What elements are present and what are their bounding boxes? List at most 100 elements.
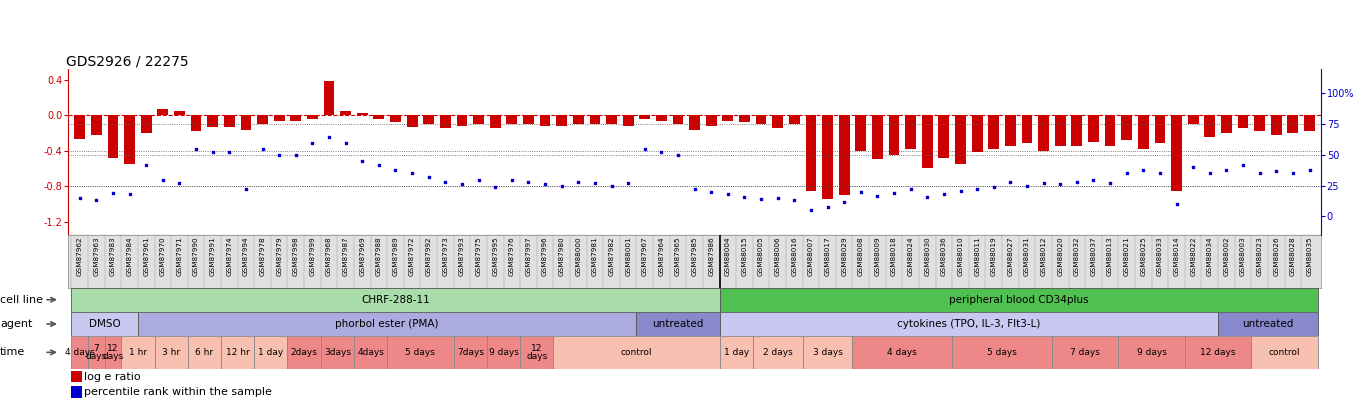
Point bbox=[335, 139, 357, 146]
Bar bbox=[71, 371, 82, 382]
Text: GSM87995: GSM87995 bbox=[492, 237, 498, 276]
Bar bbox=[1254, 115, 1265, 131]
Bar bbox=[906, 115, 917, 149]
Text: GSM87988: GSM87988 bbox=[376, 237, 381, 276]
Point bbox=[983, 184, 1005, 190]
Text: 9 days: 9 days bbox=[1137, 348, 1167, 357]
Bar bbox=[424, 115, 434, 124]
Point bbox=[651, 149, 673, 156]
Point bbox=[501, 176, 523, 183]
Text: 12 hr: 12 hr bbox=[226, 348, 249, 357]
Text: GSM87978: GSM87978 bbox=[260, 237, 266, 276]
Text: GSM87983: GSM87983 bbox=[110, 237, 116, 276]
Text: GSM88023: GSM88023 bbox=[1257, 237, 1263, 276]
Point bbox=[451, 181, 473, 188]
Point bbox=[1115, 170, 1137, 177]
Text: GSM87976: GSM87976 bbox=[509, 237, 515, 276]
Bar bbox=[1118, 336, 1185, 369]
Point bbox=[185, 145, 207, 152]
Point bbox=[1249, 170, 1271, 177]
Text: GSM87990: GSM87990 bbox=[193, 237, 199, 276]
Text: 4days: 4days bbox=[357, 348, 384, 357]
Text: percentile rank within the sample: percentile rank within the sample bbox=[84, 387, 272, 397]
Text: GSM88004: GSM88004 bbox=[725, 237, 731, 276]
Bar bbox=[1137, 115, 1148, 149]
Text: GSM87968: GSM87968 bbox=[326, 237, 332, 276]
Bar bbox=[174, 111, 185, 115]
Bar bbox=[952, 336, 1051, 369]
Text: CHRF-288-11: CHRF-288-11 bbox=[361, 295, 430, 305]
Bar bbox=[257, 115, 268, 124]
Point bbox=[900, 186, 922, 193]
Bar bbox=[1303, 115, 1314, 131]
Point bbox=[617, 180, 639, 186]
Text: GDS2926 / 22275: GDS2926 / 22275 bbox=[65, 55, 188, 69]
Point bbox=[817, 203, 839, 210]
Bar bbox=[656, 115, 667, 121]
Bar bbox=[636, 312, 719, 336]
Point bbox=[384, 166, 406, 173]
Bar bbox=[138, 312, 636, 336]
Text: GSM87961: GSM87961 bbox=[143, 237, 150, 276]
Text: GSM88022: GSM88022 bbox=[1190, 237, 1196, 276]
Text: GSM88005: GSM88005 bbox=[759, 237, 764, 276]
Point bbox=[633, 145, 655, 152]
Bar bbox=[71, 288, 719, 312]
Bar bbox=[805, 115, 816, 190]
Point bbox=[716, 191, 738, 198]
Point bbox=[434, 179, 456, 185]
Text: 5 days: 5 days bbox=[987, 348, 1017, 357]
Point bbox=[1150, 170, 1171, 177]
Text: GSM87994: GSM87994 bbox=[242, 237, 249, 276]
Bar bbox=[473, 115, 484, 124]
Text: GSM87982: GSM87982 bbox=[609, 237, 614, 276]
Point bbox=[1132, 166, 1154, 173]
Point bbox=[1016, 183, 1038, 189]
Bar bbox=[454, 336, 486, 369]
Text: GSM88033: GSM88033 bbox=[1156, 237, 1163, 276]
Point bbox=[1182, 164, 1204, 171]
Bar bbox=[357, 113, 368, 115]
Point bbox=[135, 162, 157, 168]
Bar bbox=[872, 115, 883, 160]
Text: GSM87969: GSM87969 bbox=[360, 237, 365, 276]
Text: GSM87962: GSM87962 bbox=[76, 237, 83, 276]
Point bbox=[1066, 179, 1088, 185]
Bar bbox=[971, 115, 982, 152]
Bar bbox=[287, 336, 320, 369]
Bar bbox=[407, 115, 418, 127]
Text: GSM87975: GSM87975 bbox=[475, 237, 482, 276]
Bar bbox=[354, 336, 387, 369]
Text: 2 days: 2 days bbox=[763, 348, 793, 357]
Text: 1 day: 1 day bbox=[723, 348, 749, 357]
Bar bbox=[1204, 115, 1215, 137]
Point bbox=[1166, 201, 1188, 207]
Text: 3 days: 3 days bbox=[813, 348, 843, 357]
Point bbox=[568, 179, 590, 185]
Point bbox=[834, 198, 855, 205]
Bar bbox=[1188, 115, 1199, 124]
Text: 12
days: 12 days bbox=[102, 344, 124, 361]
Text: GSM87986: GSM87986 bbox=[708, 237, 714, 276]
Bar bbox=[673, 115, 684, 124]
Bar bbox=[922, 115, 933, 168]
Point bbox=[767, 195, 789, 201]
Point bbox=[319, 133, 340, 140]
Point bbox=[351, 158, 373, 164]
Point bbox=[917, 194, 938, 200]
Text: GSM88029: GSM88029 bbox=[842, 237, 847, 276]
Text: GSM87997: GSM87997 bbox=[526, 237, 531, 276]
Text: agent: agent bbox=[0, 319, 33, 329]
Bar bbox=[520, 336, 553, 369]
Text: GSM88012: GSM88012 bbox=[1041, 237, 1046, 276]
Point bbox=[866, 192, 888, 199]
Text: GSM87987: GSM87987 bbox=[343, 237, 349, 276]
Text: GSM88003: GSM88003 bbox=[1239, 237, 1246, 276]
Bar bbox=[1185, 336, 1252, 369]
Text: cell line: cell line bbox=[0, 295, 44, 305]
Bar bbox=[823, 115, 834, 199]
Bar bbox=[1252, 336, 1318, 369]
Point bbox=[1233, 162, 1254, 168]
Text: GSM88037: GSM88037 bbox=[1091, 237, 1096, 276]
Text: GSM88031: GSM88031 bbox=[1024, 237, 1030, 276]
